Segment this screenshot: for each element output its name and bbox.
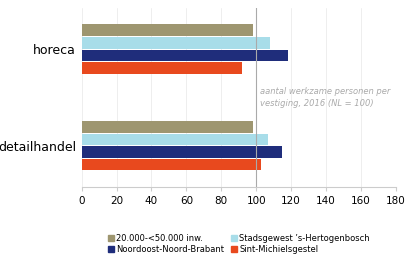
Bar — [82, 121, 253, 133]
Text: aantal werkzame personen per
vestiging, 2016 (NL = 100): aantal werkzame personen per vestiging, … — [259, 87, 390, 108]
Legend: 20.000-<50.000 inw., Noordoost-Noord-Brabant, Stadsgewest ’s-Hertogenbosch, Sint: 20.000-<50.000 inw., Noordoost-Noord-Bra… — [104, 230, 373, 258]
Bar — [82, 62, 242, 74]
Bar — [82, 134, 268, 145]
Bar — [82, 25, 253, 36]
Bar — [82, 37, 270, 49]
Bar — [82, 146, 282, 158]
Bar — [82, 50, 288, 61]
Bar — [82, 159, 262, 170]
